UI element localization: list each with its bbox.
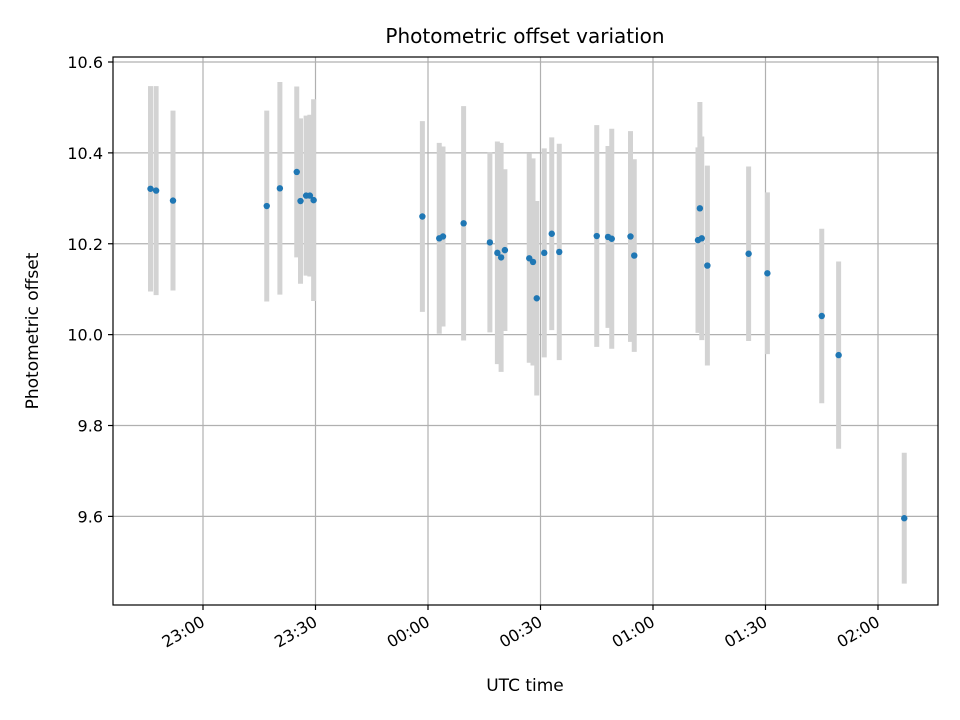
y-tick-label: 10.2 [67,235,103,254]
data-point [548,230,555,237]
data-point [631,252,638,259]
data-point [486,239,494,246]
data-point [169,197,177,204]
data-point [529,258,537,266]
data-point [901,515,908,522]
data-point [276,185,284,192]
chart-title: Photometric offset variation [385,24,664,48]
data-point [818,312,825,320]
y-tick-label: 10.6 [67,53,103,72]
data-point [501,246,509,254]
data-point [541,249,548,257]
axis-ticks: 9.6 9.8 10.0 10.2 10.4 10.6 23:00 23:30 00:00 00:… [67,53,883,652]
grid-lines [113,57,938,605]
x-axis-label: UTC time [486,676,564,696]
data-point [556,248,563,256]
data-point [533,295,540,302]
data-points [147,168,908,522]
x-tick-label: 01:30 [721,612,770,652]
y-tick-label: 10.4 [67,144,103,163]
data-point [704,262,711,269]
data-point [835,351,842,359]
x-tick-label: 23:30 [271,612,320,652]
data-point [745,250,752,257]
y-axis-label: Photometric offset [23,252,43,409]
x-tick-label: 02:00 [834,612,883,652]
data-point [698,235,705,242]
data-point [460,220,467,227]
data-point [627,233,634,240]
data-point [147,185,154,192]
data-point [764,270,771,277]
y-tick-label: 9.6 [78,507,103,526]
data-point [263,202,270,210]
x-tick-label: 00:30 [496,612,545,652]
x-tick-label: 01:00 [609,612,658,652]
plot-frame [112,56,939,606]
data-point [297,197,304,205]
error-bars [148,81,907,584]
data-point [439,233,447,240]
data-point [608,235,615,242]
x-tick-label: 23:00 [159,612,208,652]
data-point [494,249,501,257]
data-point [310,196,317,204]
y-tick-label: 10.0 [67,326,103,345]
data-point [696,205,704,212]
y-tick-label: 9.8 [78,417,103,436]
data-point [593,232,600,240]
data-point [293,168,300,176]
data-point [419,213,426,220]
data-point [306,192,314,199]
data-point [497,254,505,261]
data-point [152,187,160,194]
x-tick-label: 00:00 [384,612,433,652]
